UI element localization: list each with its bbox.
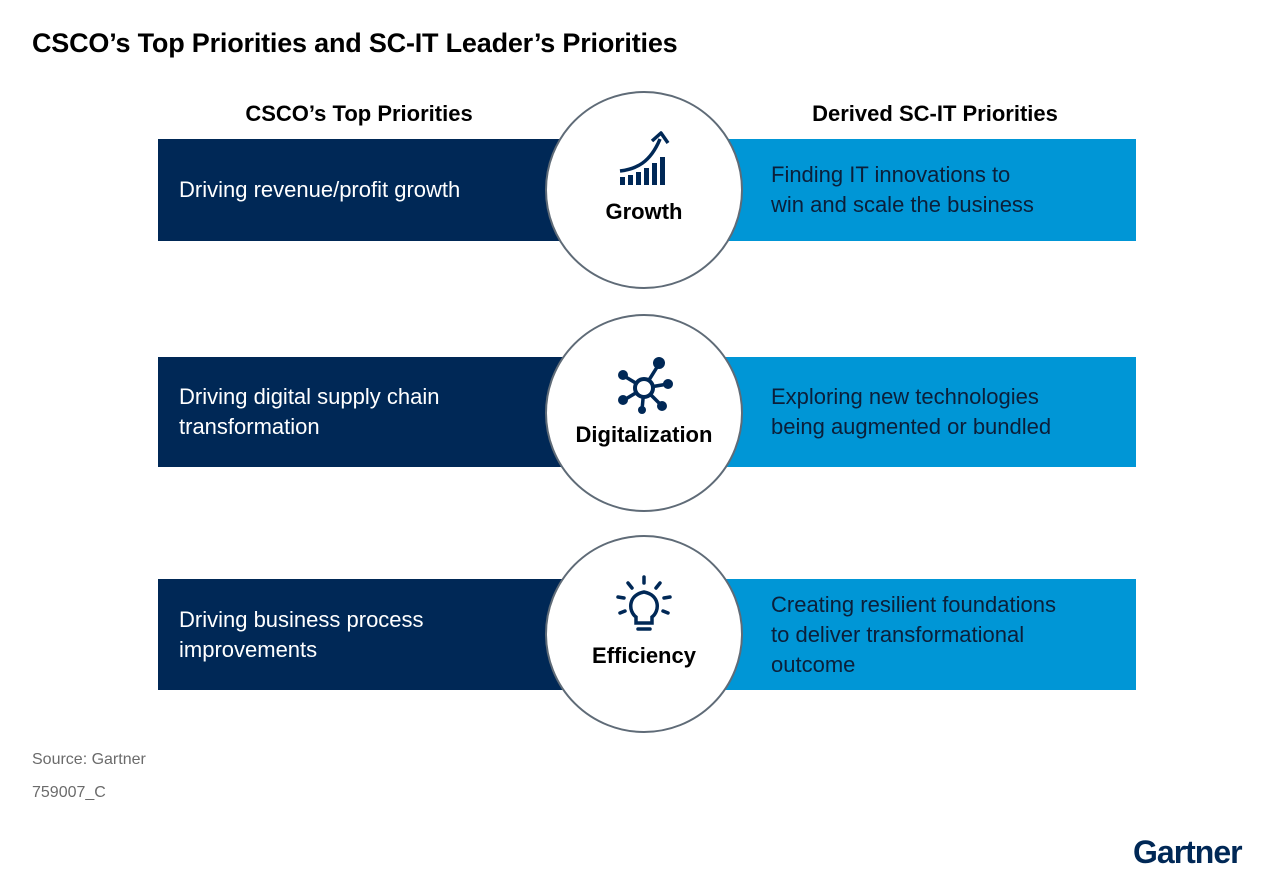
lightbulb-icon xyxy=(614,575,674,635)
csco-priority-text: Driving business process improvements xyxy=(179,606,424,662)
sc-it-priority-efficiency: Creating resilient foundations to delive… xyxy=(720,579,1136,690)
csco-priority-efficiency: Driving business process improvements xyxy=(158,579,578,690)
theme-label-growth: Growth xyxy=(605,199,683,224)
theme-label-digitalization: Digitalization xyxy=(575,422,713,447)
left-column-heading: CSCO’s Top Priorities xyxy=(245,101,473,126)
source-note: Source: Gartner xyxy=(32,751,146,768)
csco-priority-text: Driving digital supply chain transformat… xyxy=(179,384,440,439)
theme-circle-growth: Growth xyxy=(545,91,743,289)
theme-label-efficiency: Efficiency xyxy=(592,643,696,668)
sc-it-priority-text: Finding IT innovations to win and scale … xyxy=(771,162,1034,217)
csco-priority-digitalization: Driving digital supply chain transformat… xyxy=(158,357,578,467)
sc-it-priority-digitalization: Exploring new technologies being augment… xyxy=(720,357,1136,467)
network-nodes-icon xyxy=(614,354,674,414)
right-column-heading: Derived SC-IT Priorities xyxy=(812,101,1058,126)
csco-priority-text: Driving revenue/profit growth xyxy=(179,177,461,202)
csco-priority-growth: Driving revenue/profit growth xyxy=(158,139,578,241)
theme-circle-digitalization: Digitalization xyxy=(545,314,743,512)
sc-it-priority-growth: Finding IT innovations to win and scale … xyxy=(720,139,1136,241)
sc-it-priority-text: Creating resilient foundations to delive… xyxy=(771,591,1056,677)
gartner-logo: Gartner xyxy=(1133,834,1243,870)
growth-chart-icon xyxy=(614,131,674,191)
sc-it-priority-text: Exploring new technologies being augment… xyxy=(771,384,1052,439)
figure-code: 759007_C xyxy=(32,784,106,801)
theme-circle-efficiency: Efficiency xyxy=(545,535,743,733)
diagram-title: CSCO’s Top Priorities and SC-IT Leader’s… xyxy=(32,28,678,58)
